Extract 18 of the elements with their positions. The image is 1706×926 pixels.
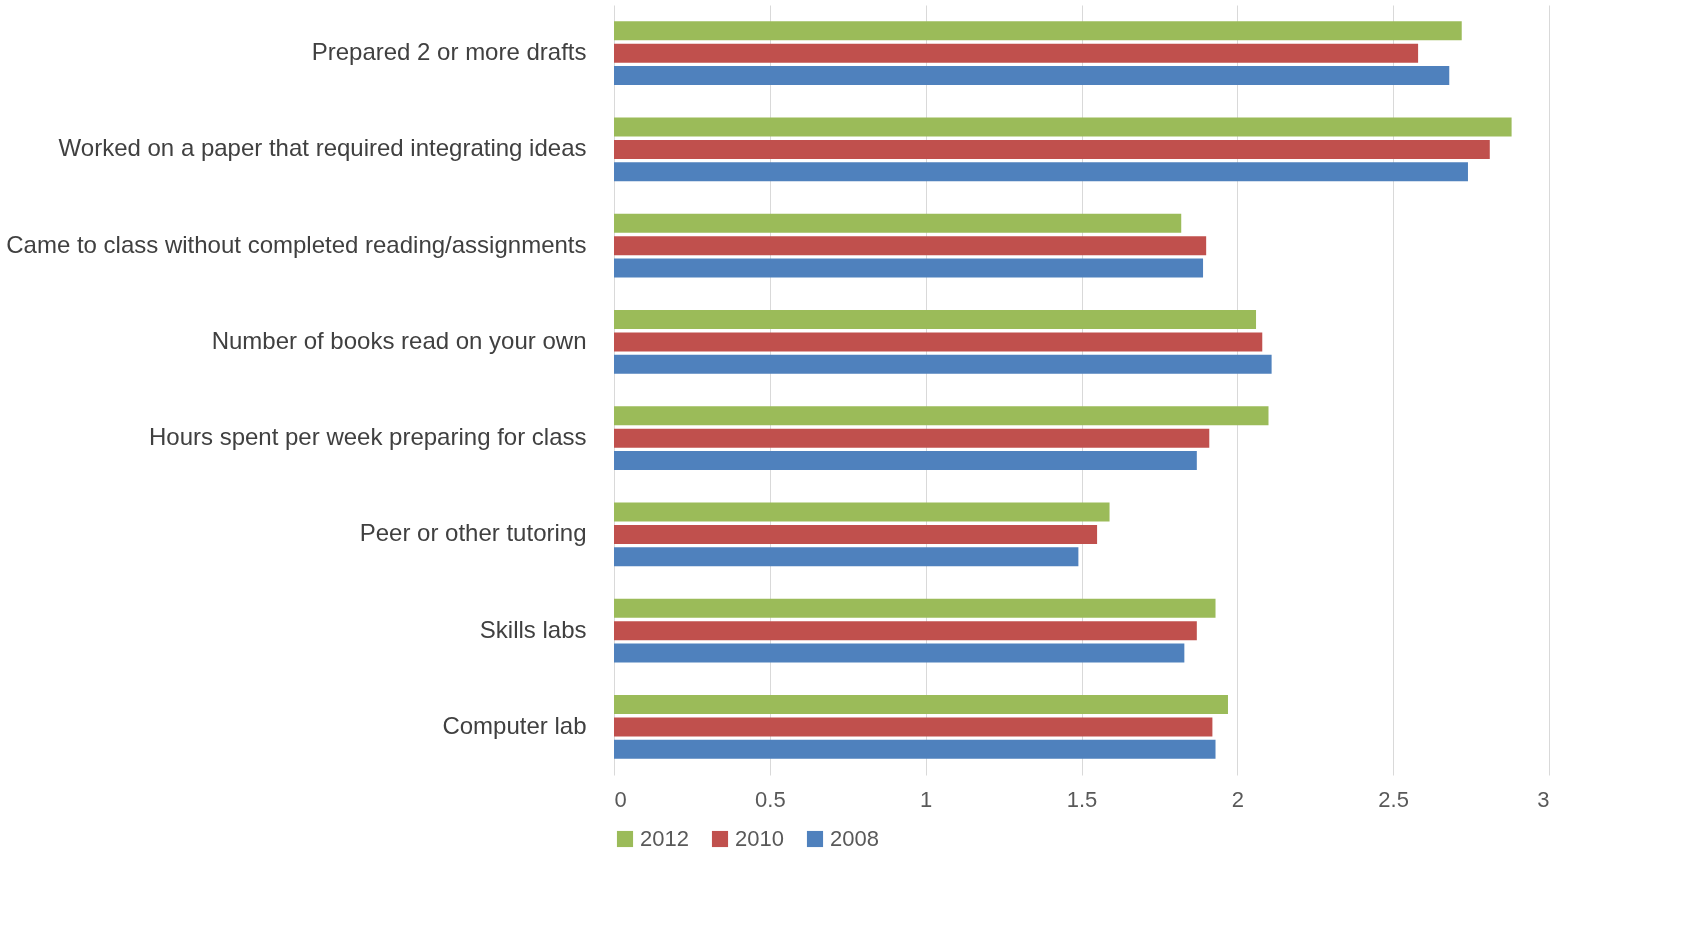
y-tick-label: Hours spent per week preparing for class bbox=[148, 423, 587, 451]
x-tick-label: 2 bbox=[1231, 786, 1244, 812]
x-tick-label: 3 bbox=[1537, 786, 1550, 812]
x-tick-label: 1 bbox=[920, 786, 933, 812]
y-tick-label: Computer lab bbox=[442, 711, 587, 739]
x-tick-label: 0 bbox=[614, 786, 627, 812]
y-tick-label: Worked on a paper that required integrating ideas bbox=[58, 134, 587, 162]
y-tick-label: Came to class without completed reading/assignments bbox=[6, 230, 587, 258]
y-tick-label: Number of books read on your own bbox=[211, 326, 587, 354]
x-tick-label: 2.5 bbox=[1378, 786, 1409, 812]
legend-label: 2010 bbox=[735, 826, 784, 851]
legend-label: 2008 bbox=[830, 826, 879, 851]
y-tick-label: Peer or other tutoring bbox=[359, 519, 587, 547]
x-tick-label: 0.5 bbox=[755, 786, 786, 812]
legend-label: 2012 bbox=[640, 826, 689, 851]
x-tick-label: 1.5 bbox=[1066, 786, 1098, 812]
y-tick-label: Skills labs bbox=[479, 615, 587, 643]
y-tick-label: Prepared 2 or more drafts bbox=[311, 38, 587, 66]
